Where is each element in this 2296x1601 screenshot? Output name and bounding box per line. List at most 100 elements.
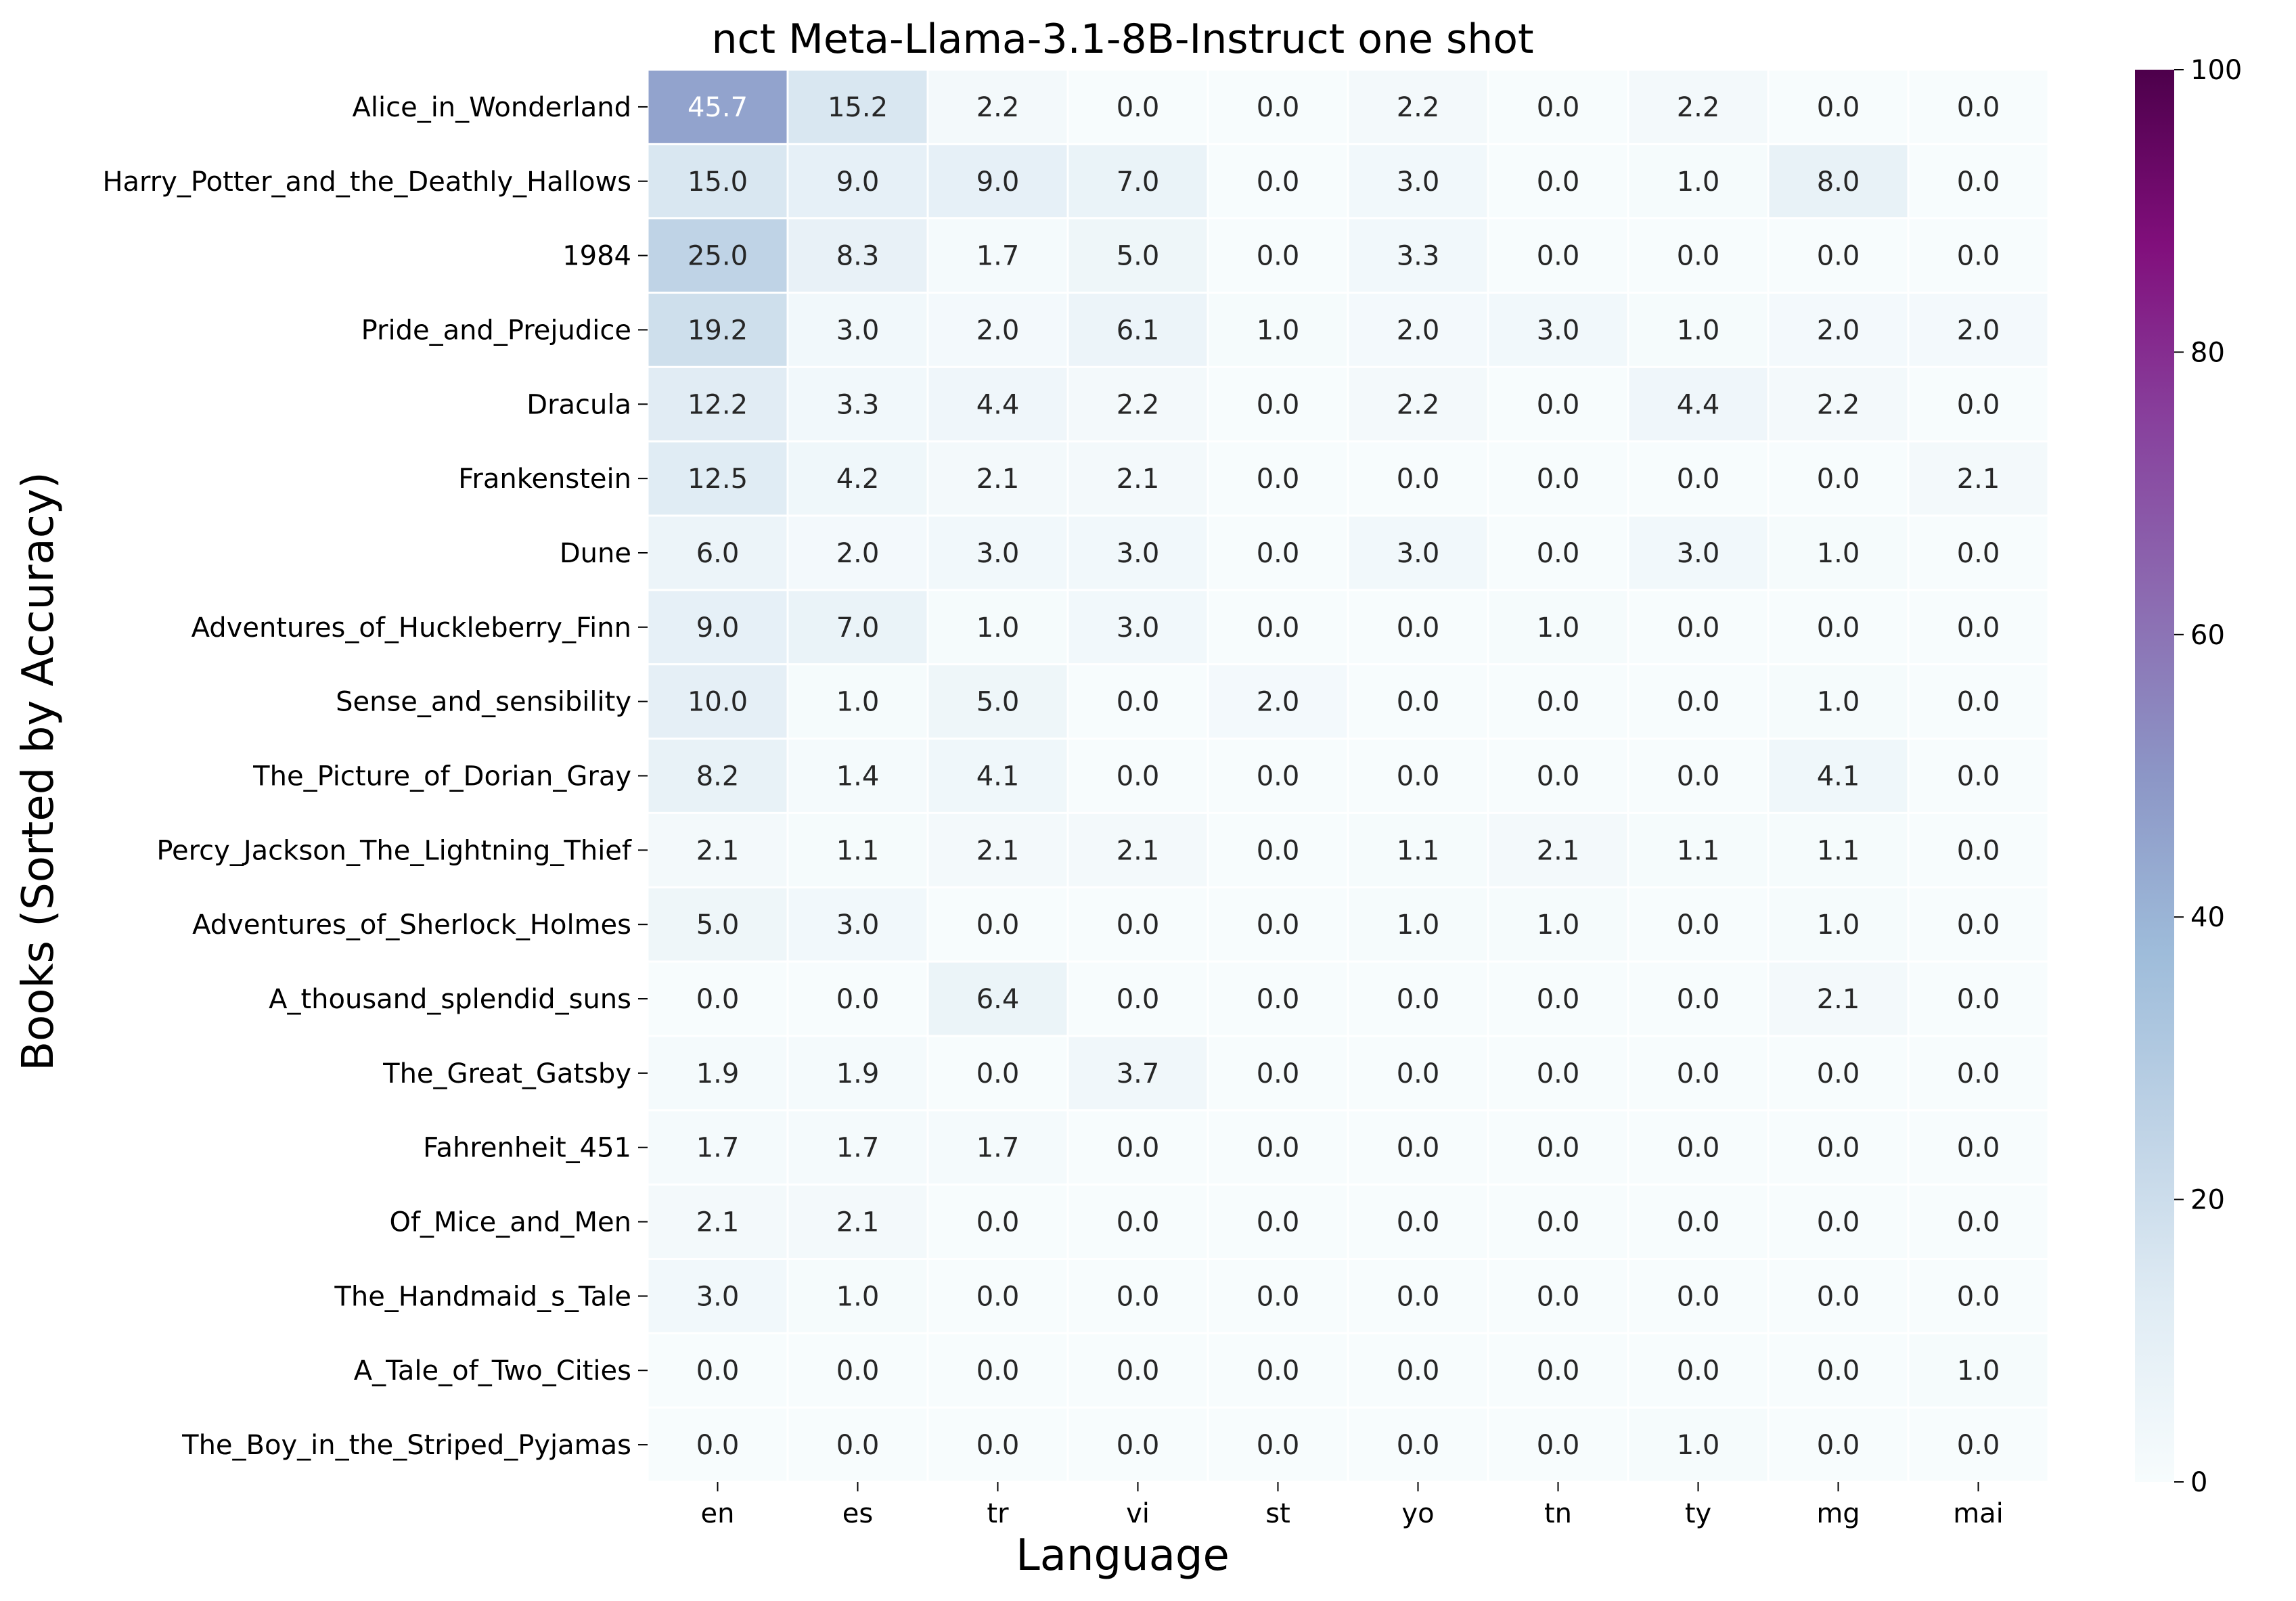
cell-value-label: 0.0: [1397, 612, 1440, 644]
heatmap-cell: [646, 960, 789, 1037]
cell-value-label: 2.1: [1957, 464, 2000, 495]
heatmap-cell: [786, 365, 929, 443]
heatmap-cell: [1487, 365, 1629, 443]
heatmap-cell: [1487, 811, 1629, 888]
x-tick-label: en: [701, 1498, 735, 1529]
heatmap-cell: [646, 217, 789, 294]
heatmap-cell: [1207, 811, 1349, 888]
heatmap-cell: [1767, 440, 1910, 517]
heatmap-cell: [1347, 440, 1489, 517]
cell-value-label: 3.0: [1397, 166, 1440, 198]
cell-value-label: 3.0: [1117, 612, 1160, 644]
heatmap-cell: [646, 1183, 789, 1260]
cell-value-label: 3.0: [1117, 538, 1160, 569]
cell-value-label: 0.0: [1117, 984, 1160, 1015]
cell-value-label: 1.0: [1817, 538, 1860, 569]
cell-value-label: 0.0: [1257, 92, 1300, 123]
heatmap-cell: [1347, 1109, 1489, 1186]
cell-value-label: 0.0: [1117, 1281, 1160, 1312]
x-tick-label: ty: [1685, 1498, 1711, 1529]
heatmap-cell: [1487, 663, 1629, 740]
heatmap-cell: [646, 514, 789, 591]
cell-value-label: 3.0: [696, 1281, 740, 1312]
cell-value-label: 0.0: [1257, 538, 1300, 569]
cell-value-label: 0.0: [1257, 909, 1300, 941]
chart-title: nct Meta-Llama-3.1-8B-Instruct one shot: [711, 16, 1533, 63]
cell-value-label: 5.0: [696, 909, 740, 941]
cell-value-label: 0.0: [1537, 241, 1580, 272]
heatmap-cell-labels: 45.7 15.2 2.2 0.0 0.0 2.2 0.0 2.2 0.0 0.0 15.0 9.0 9…: [688, 92, 2000, 1461]
heatmap-cell: [1767, 663, 1910, 740]
heatmap-cell: [1907, 1332, 2050, 1409]
cell-value-label: 0.0: [1397, 984, 1440, 1015]
heatmap-cell: [1907, 589, 2050, 666]
cell-value-label: 12.2: [688, 389, 748, 420]
cell-value-label: 1.9: [836, 1058, 880, 1089]
cell-value-label: 2.2: [1677, 92, 1720, 123]
cell-value-label: 0.0: [1537, 389, 1580, 420]
cell-value-label: 1.0: [976, 612, 1020, 644]
heatmap-cell: [1347, 143, 1489, 220]
heatmap-cell: [786, 1257, 929, 1334]
cell-value-label: 0.0: [1677, 1207, 1720, 1238]
cell-value-label: 0.0: [976, 909, 1020, 941]
heatmap-cell: [1627, 1257, 1770, 1334]
cell-value-label: 2.0: [1257, 687, 1300, 718]
heatmap-cell: [1767, 292, 1910, 368]
cell-value-label: 8.2: [696, 761, 740, 792]
cell-value-label: 0.0: [1537, 761, 1580, 792]
heatmap-cell: [1347, 886, 1489, 963]
cell-value-label: 3.7: [1117, 1058, 1160, 1089]
cell-value-label: 1.1: [1397, 835, 1440, 866]
heatmap-cell: [1066, 663, 1209, 740]
cell-value-label: 0.0: [1537, 538, 1580, 569]
cell-value-label: 3.0: [1397, 538, 1440, 569]
cell-value-label: 2.0: [1397, 315, 1440, 346]
cell-value-label: 5.0: [1117, 241, 1160, 272]
cell-value-label: 9.0: [696, 612, 740, 644]
cell-value-label: 0.0: [1257, 1133, 1300, 1164]
y-tick-label: Adventures_of_Sherlock_Holmes: [192, 909, 631, 941]
heatmap-cell: [1907, 68, 2050, 145]
cell-value-label: 0.0: [976, 1058, 1020, 1089]
cell-value-label: 3.0: [976, 538, 1020, 569]
cell-value-label: 0.0: [976, 1281, 1020, 1312]
cell-value-label: 0.0: [1117, 1207, 1160, 1238]
cell-value-label: 0.0: [836, 1355, 880, 1386]
heatmap-cell: [926, 1406, 1069, 1483]
cell-value-label: 0.0: [1817, 1207, 1860, 1238]
cell-value-label: 15.2: [828, 92, 888, 123]
heatmap-cell: [926, 440, 1069, 517]
cell-value-label: 6.1: [1117, 315, 1160, 346]
cell-value-label: 0.0: [1817, 92, 1860, 123]
cell-value-label: 1.0: [1817, 687, 1860, 718]
y-tick-label: Fahrenheit_451: [423, 1133, 631, 1164]
cell-value-label: 25.0: [688, 241, 748, 272]
heatmap-cell: [926, 68, 1069, 145]
cell-value-label: 0.0: [1257, 1281, 1300, 1312]
cell-value-label: 0.0: [1957, 984, 2000, 1015]
heatmap-cell: [1487, 514, 1629, 591]
cell-value-label: 0.0: [1117, 92, 1160, 123]
cell-value-label: 0.0: [1957, 166, 2000, 198]
heatmap-cell: [1767, 514, 1910, 591]
heatmap-cell: [1207, 663, 1349, 740]
cell-value-label: 0.0: [1257, 984, 1300, 1015]
cell-value-label: 0.0: [1257, 166, 1300, 198]
cell-value-label: 1.0: [836, 687, 880, 718]
cell-value-label: 1.7: [696, 1133, 740, 1164]
cell-value-label: 0.0: [1817, 1058, 1860, 1089]
cell-value-label: 2.0: [976, 315, 1020, 346]
heatmap-cell: [926, 1257, 1069, 1334]
heatmap-cell: [1907, 811, 2050, 888]
cell-value-label: 0.0: [1957, 1430, 2000, 1461]
heatmap-cell: [926, 589, 1069, 666]
colorbar-tick-label: 0: [2190, 1467, 2207, 1498]
cell-value-label: 45.7: [688, 92, 748, 123]
y-tick-label: The_Handmaid_s_Tale: [334, 1281, 631, 1312]
heatmap-cell: [1907, 1183, 2050, 1260]
cell-value-label: 1.0: [1957, 1355, 2000, 1386]
cell-value-label: 0.0: [1117, 761, 1160, 792]
cell-value-label: 0.0: [1677, 761, 1720, 792]
cell-value-label: 4.1: [976, 761, 1020, 792]
